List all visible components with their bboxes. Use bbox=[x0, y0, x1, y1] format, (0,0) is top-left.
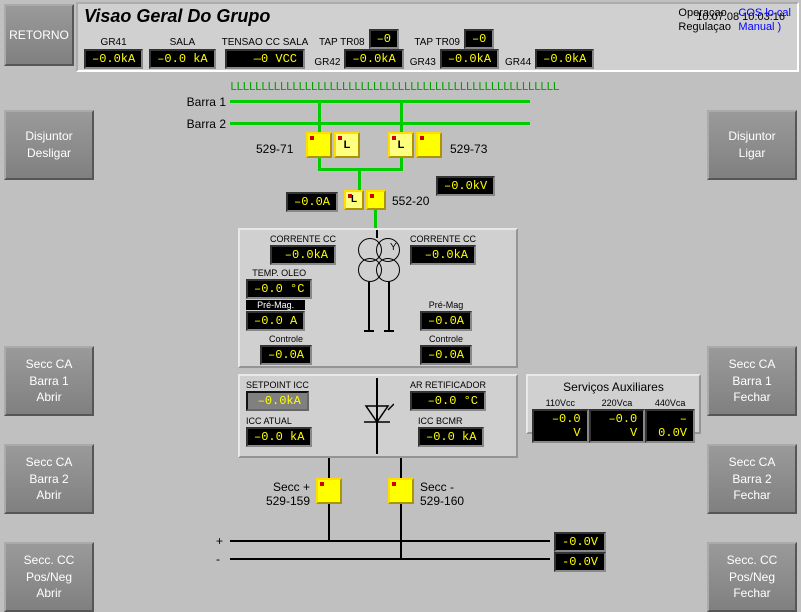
barra1-label: Barra 1 bbox=[166, 95, 226, 109]
disjuntor-ligar-button[interactable]: DisjuntorLigar bbox=[707, 110, 797, 180]
minus-label: - bbox=[216, 552, 220, 566]
breaker-552-20[interactable] bbox=[366, 190, 386, 210]
meter-gr44: GR44 –0.0kA bbox=[505, 33, 594, 69]
right-button-column: DisjuntorLigar Secc CABarra 1Fechar Secc… bbox=[707, 110, 797, 612]
secc-ca-barra1-abrir-button[interactable]: Secc CABarra 1Abrir bbox=[4, 346, 94, 416]
kv-meter: –0.0kV bbox=[436, 176, 495, 196]
aux-title: Serviços Auxiliares bbox=[528, 376, 699, 398]
amps-meter: –0.0A bbox=[286, 192, 338, 212]
rectifier-panel: SETPOINT ICC –0.0kA ICC ATUAL –0.0 kA AR… bbox=[238, 374, 518, 458]
thyristor-icon bbox=[360, 402, 394, 430]
left-button-column: DisjuntorDesligar Secc CABarra 1Abrir Se… bbox=[4, 110, 94, 612]
vneg-meter: -0.0V bbox=[554, 552, 606, 572]
wire bbox=[400, 158, 403, 170]
operation-mode: OperaçaoCOS lo cal RegulaçaoManual ) bbox=[678, 6, 791, 34]
header-meters: GR41 –0.0kA SALA –0.0 kA TENSAO CC SALA … bbox=[80, 29, 795, 69]
secc-pos-label: Secc +529-159 bbox=[250, 480, 310, 508]
secc-ca-barra2-abrir-button[interactable]: Secc CABarra 2Abrir bbox=[4, 444, 94, 514]
wire bbox=[374, 210, 377, 228]
secc-ca-barra1-fechar-button[interactable]: Secc CABarra 1Fechar bbox=[707, 346, 797, 416]
plus-label: + bbox=[216, 534, 223, 548]
breaker-529-71-label: 529-71 bbox=[256, 142, 293, 156]
disjuntor-desligar-button[interactable]: DisjuntorDesligar bbox=[4, 110, 94, 180]
breaker-529-71[interactable] bbox=[306, 132, 332, 158]
meter-tap09-gr43: TAP TR09 –0 GR43 –0.0kA bbox=[410, 29, 499, 69]
breaker-552-20-label: 552-20 bbox=[392, 194, 429, 208]
bus-bar-1 bbox=[230, 100, 530, 103]
breaker-L-right[interactable]: L bbox=[388, 132, 414, 158]
breaker-529-73-label: 529-73 bbox=[450, 142, 487, 156]
page-title: Visao Geral Do Grupo bbox=[80, 6, 696, 27]
bus-scale: LLLLLLLLLLLLLLLLLLLLLLLLLLLLLLLLLLLLLLLL… bbox=[230, 80, 560, 94]
secc-neg-label: Secc -529-160 bbox=[420, 480, 464, 508]
meter-gr41: GR41 –0.0kA bbox=[84, 37, 143, 69]
secc-neg-breaker[interactable] bbox=[388, 478, 414, 504]
wire bbox=[400, 102, 403, 132]
breaker-L-left[interactable]: L bbox=[334, 132, 360, 158]
breaker-529-73[interactable] bbox=[416, 132, 442, 158]
meter-tensao: TENSAO CC SALA —0 VCC bbox=[222, 37, 309, 69]
secc-cc-posneg-fechar-button[interactable]: Secc. CCPos/NegFechar bbox=[707, 542, 797, 612]
retorno-button[interactable]: RETORNO bbox=[4, 4, 74, 66]
vpos-meter: -0.0V bbox=[554, 532, 606, 552]
secc-cc-posneg-abrir-button[interactable]: Secc. CCPos/NegAbrir bbox=[4, 542, 94, 612]
meter-tap08-gr42: TAP TR08 –0 GR42 –0.0kA bbox=[314, 29, 403, 69]
wire bbox=[358, 168, 361, 190]
bus-bar-2 bbox=[230, 122, 530, 125]
barra2-label: Barra 2 bbox=[166, 117, 226, 131]
wire bbox=[318, 102, 321, 132]
breaker-L-mid[interactable]: L bbox=[344, 190, 364, 210]
secc-ca-barra2-fechar-button[interactable]: Secc CABarra 2Fechar bbox=[707, 444, 797, 514]
secc-pos-breaker[interactable] bbox=[316, 478, 342, 504]
aux-services-panel: Serviços Auxiliares 110Vcc –0.0 V 220Vca… bbox=[526, 374, 701, 434]
transformer-panel: CORRENTE CC –0.0kA Y CORRENTE CC –0.0kA … bbox=[238, 228, 518, 368]
wire bbox=[318, 158, 321, 170]
meter-sala: SALA –0.0 kA bbox=[149, 37, 215, 69]
